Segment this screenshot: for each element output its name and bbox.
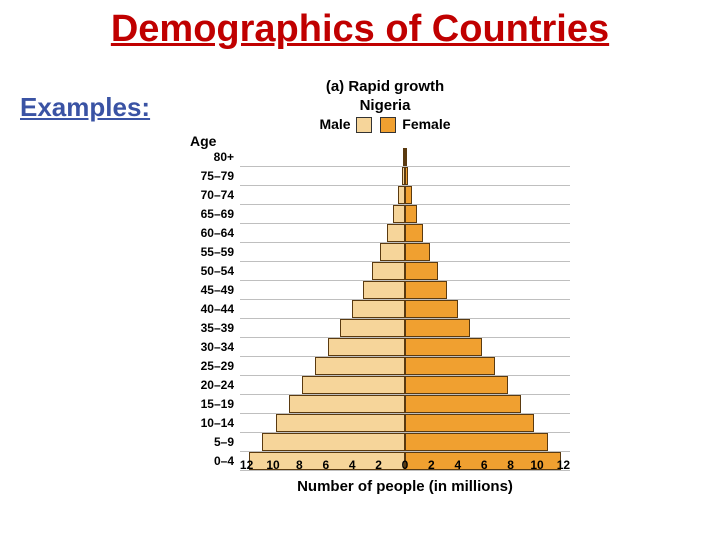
x-tick: 2 <box>428 458 435 472</box>
bar-male <box>328 338 405 356</box>
age-label: 25–29 <box>201 357 234 375</box>
chart-title-line2: Nigeria <box>170 97 600 114</box>
x-tick: 12 <box>240 458 253 472</box>
bar-female <box>405 167 408 185</box>
chart-title-line1: (a) Rapid growth <box>170 78 600 95</box>
age-label: 65–69 <box>201 205 234 223</box>
page-title: Demographics of Countries <box>0 8 720 51</box>
pyramid-row: 50–54 <box>240 262 570 281</box>
x-tick: 2 <box>375 458 382 472</box>
x-tick: 0 <box>402 458 409 472</box>
bar-female <box>405 414 534 432</box>
age-label: 30–34 <box>201 338 234 356</box>
bar-male <box>363 281 405 299</box>
bar-female <box>405 357 495 375</box>
age-label: 20–24 <box>201 376 234 394</box>
bar-male <box>352 300 405 318</box>
x-tick: 6 <box>481 458 488 472</box>
legend-female-swatch <box>380 117 396 133</box>
bar-male <box>393 205 405 223</box>
x-tick: 4 <box>454 458 461 472</box>
pyramid-row: 80+ <box>240 148 570 167</box>
pyramid-row: 5–9 <box>240 433 570 452</box>
age-label: 75–79 <box>201 167 234 185</box>
population-pyramid-chart: (a) Rapid growth Nigeria Male Female Age… <box>170 78 600 139</box>
legend-female-label: Female <box>402 116 450 132</box>
bar-male <box>387 224 405 242</box>
legend-male-label: Male <box>319 116 350 132</box>
bar-female <box>405 433 548 451</box>
bar-male <box>262 433 405 451</box>
pyramid-row: 15–19 <box>240 395 570 414</box>
bar-male <box>276 414 405 432</box>
bar-female <box>405 262 438 280</box>
age-label: 5–9 <box>214 433 234 451</box>
bar-male <box>340 319 405 337</box>
pyramid-row: 25–29 <box>240 357 570 376</box>
bar-male <box>315 357 405 375</box>
bar-female <box>405 186 412 204</box>
pyramid-row: 40–44 <box>240 300 570 319</box>
age-axis-header: Age <box>190 133 216 149</box>
bar-male <box>398 186 405 204</box>
pyramid-row: 65–69 <box>240 205 570 224</box>
age-label: 45–49 <box>201 281 234 299</box>
age-label: 40–44 <box>201 300 234 318</box>
pyramid-row: 35–39 <box>240 319 570 338</box>
age-label: 50–54 <box>201 262 234 280</box>
bar-female <box>405 224 423 242</box>
chart-legend: Male Female <box>170 116 600 133</box>
bar-male <box>380 243 405 261</box>
bar-male <box>289 395 405 413</box>
pyramid-row: 30–34 <box>240 338 570 357</box>
age-label: 35–39 <box>201 319 234 337</box>
pyramid-row: 75–79 <box>240 167 570 186</box>
pyramid-row: 10–14 <box>240 414 570 433</box>
bar-female <box>405 338 482 356</box>
bar-female <box>405 148 407 166</box>
age-label: 70–74 <box>201 186 234 204</box>
pyramid-row: 60–64 <box>240 224 570 243</box>
x-axis-title: Number of people (in millions) <box>240 478 570 495</box>
age-label: 0–4 <box>214 452 234 470</box>
age-label: 55–59 <box>201 243 234 261</box>
bar-male <box>372 262 405 280</box>
examples-label: Examples: <box>20 92 150 123</box>
pyramid-row: 70–74 <box>240 186 570 205</box>
pyramid-row: 45–49 <box>240 281 570 300</box>
bar-female <box>405 319 470 337</box>
bar-female <box>405 300 458 318</box>
pyramid-grid: 80+75–7970–7465–6960–6455–5950–5445–4940… <box>240 148 570 471</box>
x-tick: 6 <box>322 458 329 472</box>
pyramid-row: 20–24 <box>240 376 570 395</box>
age-label: 15–19 <box>201 395 234 413</box>
bar-female <box>405 243 430 261</box>
age-label: 80+ <box>214 148 234 166</box>
bar-male <box>302 376 405 394</box>
bar-female <box>405 395 521 413</box>
x-tick: 12 <box>557 458 570 472</box>
bar-female <box>405 376 508 394</box>
x-tick: 8 <box>296 458 303 472</box>
bar-female <box>405 281 447 299</box>
age-label: 60–64 <box>201 224 234 242</box>
x-tick: 10 <box>530 458 543 472</box>
x-tick: 10 <box>266 458 279 472</box>
x-tick: 8 <box>507 458 514 472</box>
pyramid-row: 55–59 <box>240 243 570 262</box>
x-tick: 4 <box>349 458 356 472</box>
bar-female <box>405 205 417 223</box>
legend-male-swatch <box>356 117 372 133</box>
age-label: 10–14 <box>201 414 234 432</box>
